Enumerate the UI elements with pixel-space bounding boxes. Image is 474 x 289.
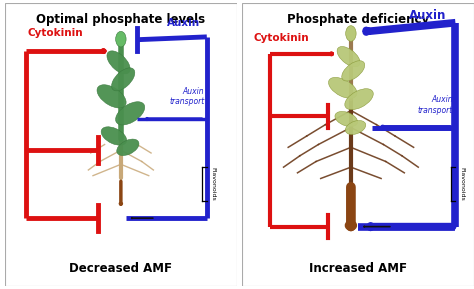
Ellipse shape [101,127,127,145]
Text: Auxin: Auxin [167,18,201,28]
Text: Cytokinin: Cytokinin [28,28,83,38]
Text: Auxin
transport: Auxin transport [169,87,204,106]
Text: Phosphate deficiency: Phosphate deficiency [287,13,429,26]
Ellipse shape [346,121,366,134]
Ellipse shape [107,51,130,74]
Text: Auxin: Auxin [409,9,447,22]
Text: Increased AMF: Increased AMF [309,262,407,275]
Text: Flavonoids: Flavonoids [459,167,464,201]
Ellipse shape [116,102,145,125]
Ellipse shape [328,77,357,98]
Ellipse shape [346,26,356,41]
Ellipse shape [345,89,373,110]
Text: Cytokinin: Cytokinin [253,33,309,43]
Text: Flavonoids: Flavonoids [210,167,215,201]
Text: Decreased AMF: Decreased AMF [69,262,173,275]
Text: Auxin
transport: Auxin transport [418,95,453,115]
Ellipse shape [342,61,365,81]
Ellipse shape [116,31,126,47]
Ellipse shape [337,47,360,67]
Text: Optimal phosphate levels: Optimal phosphate levels [36,13,205,26]
Ellipse shape [97,85,126,108]
Ellipse shape [111,68,135,91]
Ellipse shape [117,139,139,155]
Ellipse shape [335,112,357,127]
